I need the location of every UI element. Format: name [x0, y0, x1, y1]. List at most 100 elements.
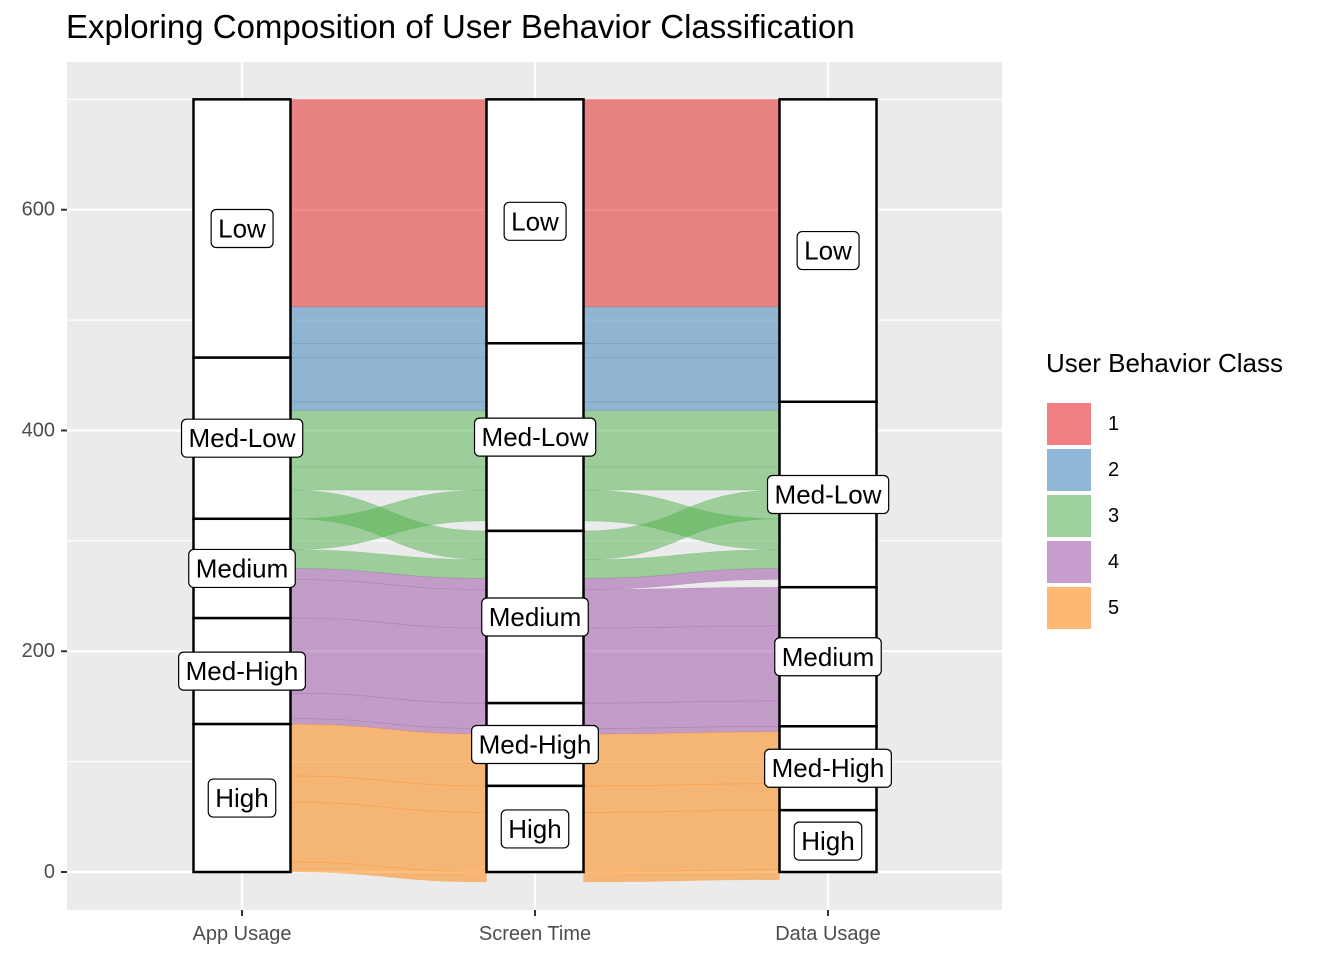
legend-label: 5: [1108, 596, 1120, 619]
flow-class-5: [583, 869, 780, 883]
flow-class-4: [290, 617, 487, 704]
flow-class-2: [290, 401, 487, 411]
stratum-label: Med-High: [764, 748, 892, 788]
stratum-label-box: [471, 724, 599, 765]
stratum-label-box: [178, 651, 306, 691]
flow-class-2: [583, 342, 780, 358]
legend-key: [1046, 586, 1092, 630]
flow-class-1: [290, 99, 487, 308]
x-tick-label: App Usage: [193, 923, 292, 945]
stratum-label: Low: [796, 230, 860, 271]
flow-class-2: [290, 357, 487, 403]
flow-class-3: [290, 410, 487, 468]
y-tick-label: 0: [44, 861, 55, 883]
legend: User Behavior Class 1 2 3 4 5: [1046, 348, 1283, 631]
stratum-label-box: [766, 474, 890, 515]
legend-label: 2: [1108, 458, 1120, 481]
legend-label: 3: [1108, 504, 1120, 527]
stratum-label-text: Low: [218, 213, 266, 243]
legend-title: User Behavior Class: [1046, 348, 1283, 378]
flow-class-2: [290, 306, 487, 344]
stratum-label-text: Low: [511, 206, 559, 236]
flow-class-4: [583, 700, 780, 729]
flow-class-2: [290, 342, 487, 358]
stratum-label: Med-Low: [180, 418, 304, 458]
flow-class-4: [583, 586, 780, 629]
flow-class-2: [583, 401, 780, 411]
stratum-label-box: [180, 418, 304, 458]
stratum-label-box: [503, 201, 567, 241]
legend-key: [1046, 448, 1092, 492]
legend-item: 1: [1046, 401, 1283, 447]
flow-class-4: [583, 625, 780, 704]
stratum-label-text: Medium: [782, 642, 874, 672]
stratum-label-text: High: [801, 826, 854, 856]
stratum-label-text: Med-High: [479, 730, 592, 760]
stratum-label-text: High: [508, 814, 561, 844]
flow-class-5: [290, 861, 487, 883]
stratum-label: High: [500, 809, 570, 849]
stratum-label-text: Medium: [489, 602, 581, 632]
flow-class-5: [583, 809, 780, 873]
chart-title: Exploring Composition of User Behavior C…: [66, 8, 855, 45]
x-axis: App Usage Screen Time Data Usage: [193, 910, 881, 945]
stratum-label: Medium: [188, 548, 296, 589]
stratum-label-text: Med-Low: [189, 423, 296, 453]
legend-label: 4: [1108, 550, 1120, 573]
stratum-label: Med-High: [178, 651, 306, 691]
stratum-label: Med-Low: [766, 474, 890, 515]
y-tick-label: 200: [22, 640, 55, 662]
x-tick-label: Screen Time: [479, 923, 591, 945]
flow-class-5: [290, 802, 487, 873]
stratum-label-box: [473, 417, 597, 457]
flow-class-2: [583, 357, 780, 403]
stratum-label-box: [774, 637, 882, 677]
y-tick-label: 400: [22, 419, 55, 441]
legend-label: 1: [1108, 412, 1120, 435]
legend-item: 3: [1046, 493, 1283, 539]
stratum-label-text: High: [215, 783, 268, 813]
stratum-label: High: [207, 778, 277, 818]
legend-item: 2: [1046, 447, 1283, 493]
flow-class-3: [583, 466, 780, 491]
stratum-label-box: [207, 778, 277, 818]
stratum-label-text: Med-Low: [775, 480, 882, 510]
stratum-label-box: [210, 208, 274, 249]
y-tick-label: 600: [22, 199, 55, 221]
stratum-label-box: [793, 821, 863, 861]
flow-class-5: [583, 731, 780, 787]
legend-key: [1046, 494, 1092, 538]
legend-key: [1046, 540, 1092, 584]
stratum-label-text: Med-High: [772, 753, 885, 783]
stratum-label: Med-Low: [473, 417, 597, 457]
stratum-label: Medium: [774, 637, 882, 677]
stratum-label-box: [481, 597, 589, 637]
stratum-label: Low: [503, 201, 567, 241]
legend-items: 1 2 3 4 5: [1046, 401, 1283, 631]
flow-class-2: [583, 306, 780, 344]
stratum-label-box: [796, 230, 860, 271]
stratum-label: Low: [210, 208, 274, 249]
alluvia: [290, 99, 780, 883]
stratum-label-text: Med-Low: [482, 422, 589, 452]
stratum-label-text: Medium: [196, 553, 288, 583]
stratum-label-box: [188, 548, 296, 589]
stratum-label-box: [764, 748, 892, 788]
x-tick-label: Data Usage: [775, 923, 881, 945]
stratum-label: Med-High: [471, 724, 599, 765]
stratum-label: High: [793, 821, 863, 861]
flow-class-3: [583, 410, 780, 468]
stratum-label-text: Low: [804, 236, 852, 266]
stratum-label: Medium: [481, 597, 589, 637]
flow-class-5: [583, 783, 780, 813]
flow-class-3: [290, 466, 487, 491]
legend-item: 4: [1046, 539, 1283, 585]
flow-class-1: [583, 99, 780, 308]
stratum-label-text: Med-High: [186, 656, 299, 686]
stratum-label-box: [500, 809, 570, 849]
y-axis: 0 200 400 600: [22, 199, 67, 883]
legend-item: 5: [1046, 585, 1283, 631]
legend-key: [1046, 402, 1092, 446]
stratum-labels: Low Med-Low Medium Med-High High Low Med-Low Me…: [178, 201, 892, 861]
